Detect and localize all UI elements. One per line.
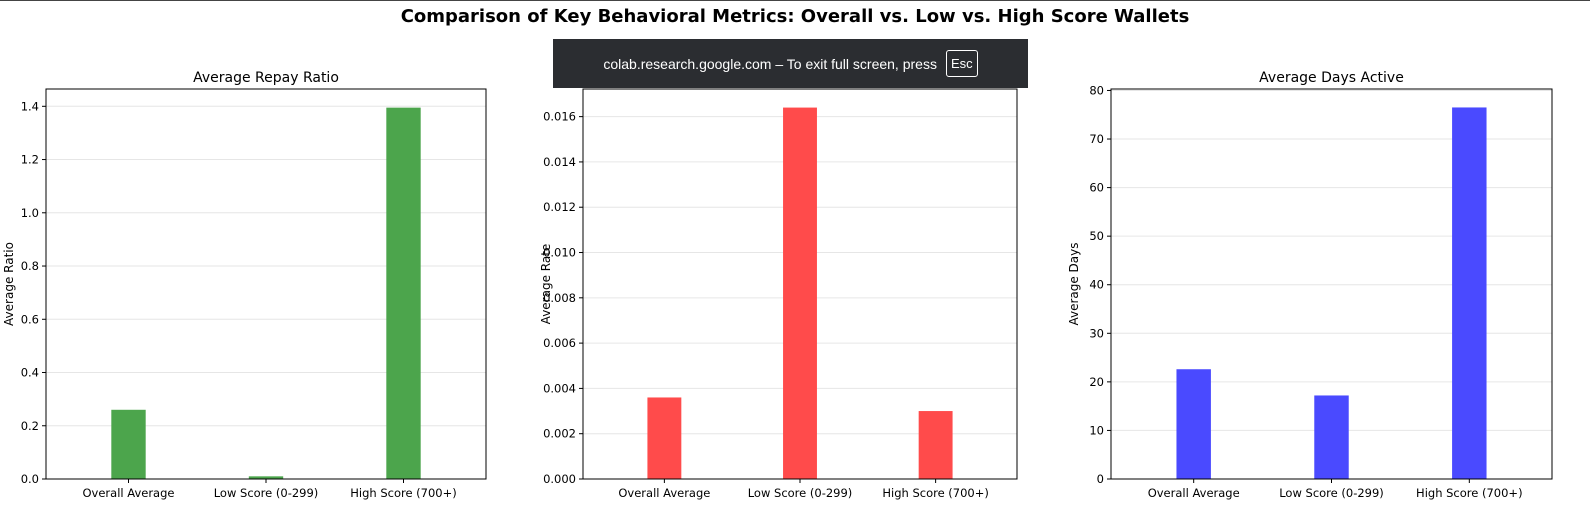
chart-3-bar-1 — [1176, 369, 1211, 479]
chart-2-ytick-label: 0.012 — [543, 200, 576, 214]
chart-2-bar-1 — [647, 397, 682, 479]
chart-1-xtick-label: Low Score (0-299) — [214, 486, 319, 500]
chart-3-xtick-label: High Score (700+) — [1416, 486, 1523, 500]
chart-2-xtick-label: Overall Average — [618, 486, 710, 500]
chart-2-bar-3 — [918, 411, 953, 479]
chart-3-bar-3 — [1452, 107, 1487, 480]
chart-2-ytick-label: 0.006 — [543, 336, 576, 350]
chart-1-ytick-label: 1.2 — [21, 153, 39, 167]
chart-1-ytick-label: 0.0 — [21, 472, 39, 486]
chart-2-ytick-label: 0.014 — [543, 155, 576, 169]
chart-3-ytick-label: 60 — [1089, 181, 1104, 195]
figure-title: Comparison of Key Behavioral Metrics: Ov… — [400, 6, 1190, 27]
chart-3-ytick-label: 80 — [1089, 83, 1104, 97]
chart-2-ytick-label: 0.002 — [543, 427, 576, 441]
chart-3-ytick-label: 0 — [1097, 472, 1104, 486]
fullscreen-banner: colab.research.google.com – To exit full… — [553, 39, 1028, 88]
chart-1-bar-2 — [248, 476, 284, 479]
chart-3-ytick-label: 70 — [1089, 132, 1104, 146]
chart-2-xtick-label: High Score (700+) — [882, 486, 989, 500]
top-rule — [0, 0, 1590, 1]
chart-2-xtick-label: Low Score (0-299) — [748, 486, 853, 500]
chart-3-ytick-label: 30 — [1089, 326, 1104, 340]
chart-3-title: Average Days Active — [1259, 70, 1404, 86]
esc-key-badge: Esc — [945, 50, 978, 77]
chart-1-ytick-label: 1.4 — [21, 99, 39, 113]
chart-2-ytick-label: 0.016 — [543, 110, 576, 124]
chart-3-bar-2 — [1314, 395, 1349, 479]
chart-1-xtick-label: Overall Average — [83, 486, 175, 500]
chart-1-ytick-label: 0.4 — [21, 366, 39, 380]
chart-3-xtick-label: Overall Average — [1148, 486, 1240, 500]
chart-3-ylabel: Average Days — [1067, 242, 1081, 325]
chart-2-ytick-label: 0.000 — [543, 472, 576, 486]
chart-3-ytick-label: 10 — [1089, 423, 1104, 437]
chart-1-title: Average Repay Ratio — [193, 70, 339, 86]
chart-1-ytick-label: 0.8 — [21, 259, 39, 273]
chart-2-axes-frame — [582, 88, 1018, 480]
chart-1-ytick-label: 0.2 — [21, 419, 39, 433]
chart-2-ytick-label: 0.004 — [543, 381, 576, 395]
chart-3-axes-frame — [1110, 88, 1553, 480]
chart-2-ytick-label: 0.008 — [543, 291, 576, 305]
chart-1-axes-frame — [45, 88, 487, 480]
chart-3-ytick-label: 50 — [1089, 229, 1104, 243]
chart-2-bar-2 — [783, 107, 817, 480]
chart-3-ytick-label: 20 — [1089, 375, 1104, 389]
chart-1-ytick-label: 0.6 — [21, 312, 39, 326]
chart-2-ytick-label: 0.010 — [543, 246, 576, 260]
chart-2-ylabel: Average Rate — [539, 244, 553, 325]
chart-1-xtick-label: High Score (700+) — [350, 486, 457, 500]
chart-1-ytick-label: 1.0 — [21, 206, 39, 220]
fullscreen-banner-text: colab.research.google.com – To exit full… — [603, 55, 937, 72]
chart-1-ylabel: Average Ratio — [2, 242, 16, 326]
chart-1-bar-3 — [386, 107, 421, 479]
chart-3-ytick-label: 40 — [1089, 278, 1104, 292]
chart-1-bar-1 — [111, 409, 146, 479]
chart-3-xtick-label: Low Score (0-299) — [1279, 486, 1384, 500]
